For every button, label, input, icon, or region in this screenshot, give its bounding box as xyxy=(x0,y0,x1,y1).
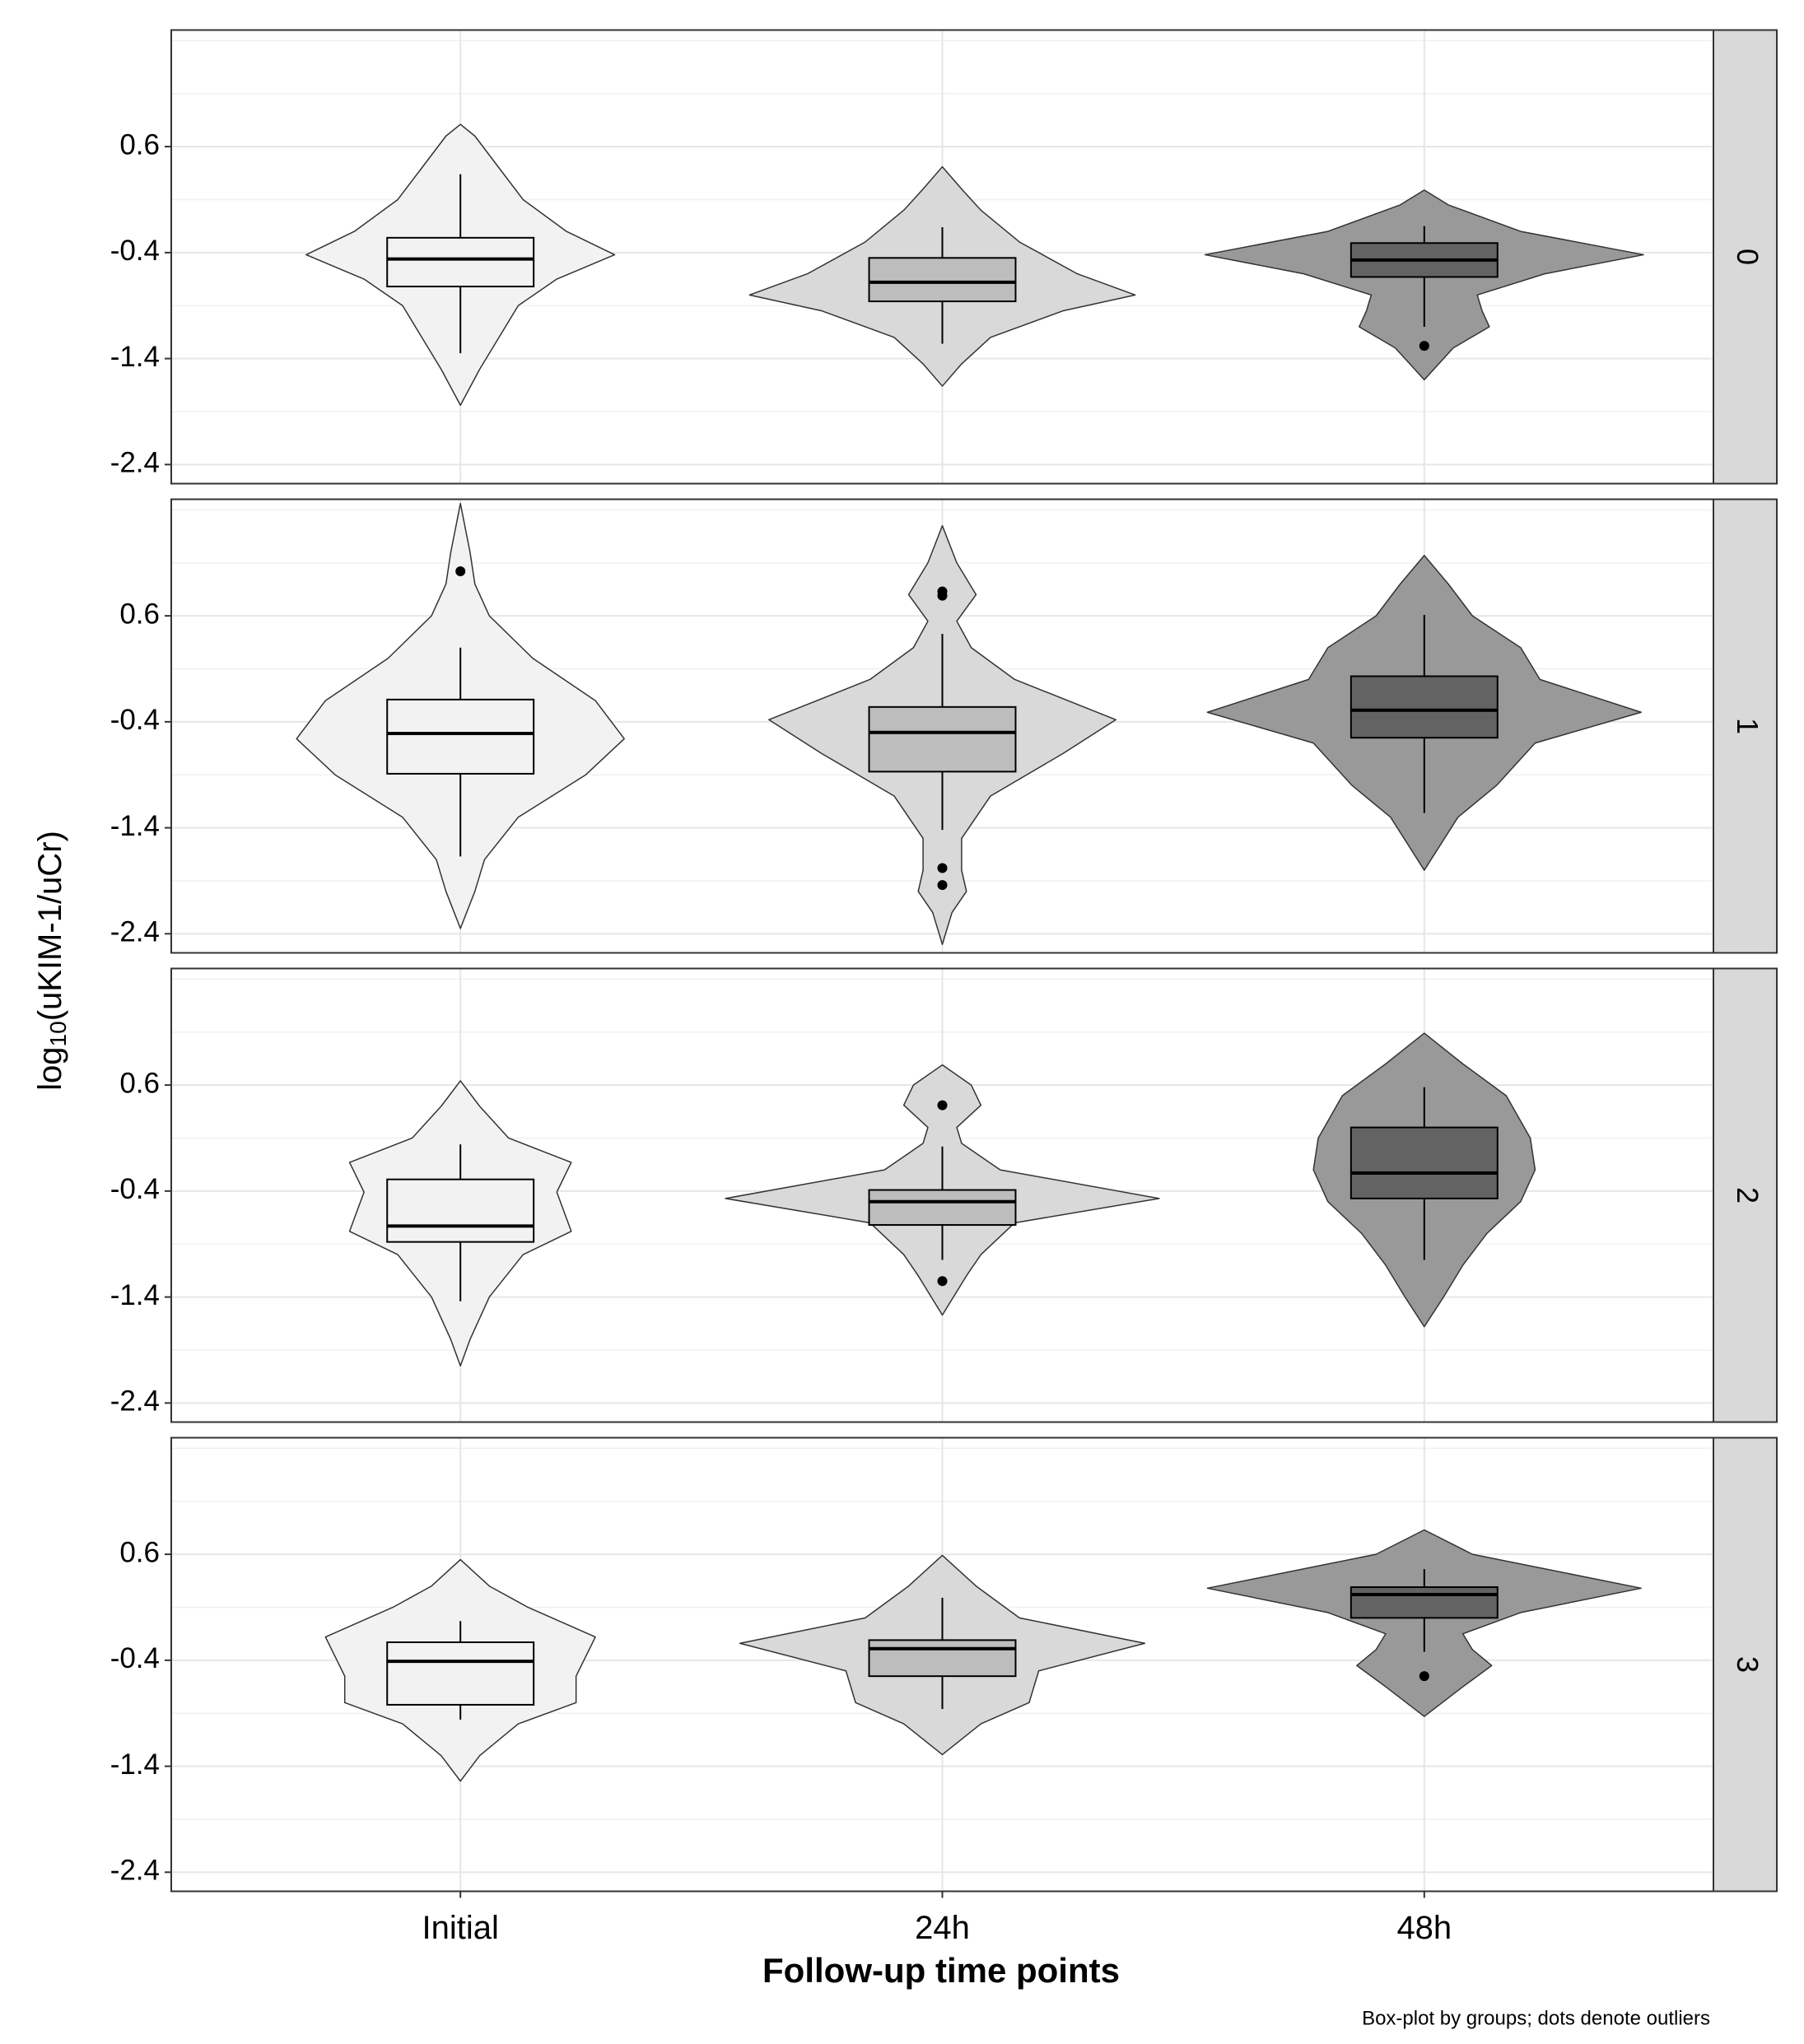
box xyxy=(1350,675,1499,739)
box xyxy=(868,1639,1017,1678)
strip xyxy=(1713,29,1778,485)
y-tick-label: -2.4 xyxy=(110,1855,160,1887)
outlier xyxy=(1419,341,1429,352)
outlier xyxy=(937,590,948,601)
strip xyxy=(1713,498,1778,954)
y-tick-label: -0.4 xyxy=(110,1642,160,1674)
outlier xyxy=(455,566,466,577)
x-tick-label: 48h xyxy=(1396,1910,1452,1946)
y-label-part: 10 xyxy=(45,1021,71,1046)
box xyxy=(1350,1586,1499,1619)
y-tick-label: -2.4 xyxy=(110,447,160,479)
y-label-part: log xyxy=(32,1046,68,1090)
strip xyxy=(1713,1436,1778,1893)
outlier xyxy=(1419,1671,1429,1682)
y-label-part: (uKIM-1/uCr) xyxy=(32,831,68,1021)
y-tick-label: 0.6 xyxy=(119,598,160,630)
y-tick-label: 0.6 xyxy=(119,128,160,161)
y-tick-label: -0.4 xyxy=(110,1173,160,1205)
y-tick-label: -2.4 xyxy=(110,1385,160,1418)
box xyxy=(386,1178,535,1243)
outlier xyxy=(937,1100,948,1110)
y-tick-label: 0.6 xyxy=(119,1067,160,1099)
box xyxy=(386,698,535,775)
outlier xyxy=(937,1276,948,1287)
box xyxy=(868,705,1017,773)
y-tick-label: -1.4 xyxy=(110,341,160,373)
outlier xyxy=(937,863,948,873)
y-tick-label: -2.4 xyxy=(110,916,160,948)
x-axis-label: Follow-up time points xyxy=(762,1951,1120,1990)
y-tick-label: -1.4 xyxy=(110,810,160,842)
outlier xyxy=(937,880,948,891)
strip-label: 1 xyxy=(1731,718,1764,734)
box xyxy=(868,1189,1017,1227)
y-tick-label: -0.4 xyxy=(110,704,160,736)
x-tick-label: 24h xyxy=(915,1910,970,1946)
strip xyxy=(1713,967,1778,1423)
strip-label: 2 xyxy=(1731,1187,1764,1204)
box xyxy=(868,257,1017,303)
x-tick-label: Initial xyxy=(422,1910,498,1946)
y-tick-label: -1.4 xyxy=(110,1279,160,1311)
y-tick-label: -0.4 xyxy=(110,235,160,267)
caption: Box-plot by groups; dots denote outliers xyxy=(1362,2007,1710,2029)
y-tick-label: -1.4 xyxy=(110,1748,160,1781)
box xyxy=(1350,1126,1499,1199)
strip-label: 0 xyxy=(1731,249,1764,265)
box xyxy=(386,236,535,288)
box xyxy=(386,1641,535,1706)
y-axis-label: log10(uKIM-1/uCr) xyxy=(32,831,72,1091)
strip-label: 3 xyxy=(1731,1656,1764,1673)
y-tick-label: 0.6 xyxy=(119,1536,160,1568)
